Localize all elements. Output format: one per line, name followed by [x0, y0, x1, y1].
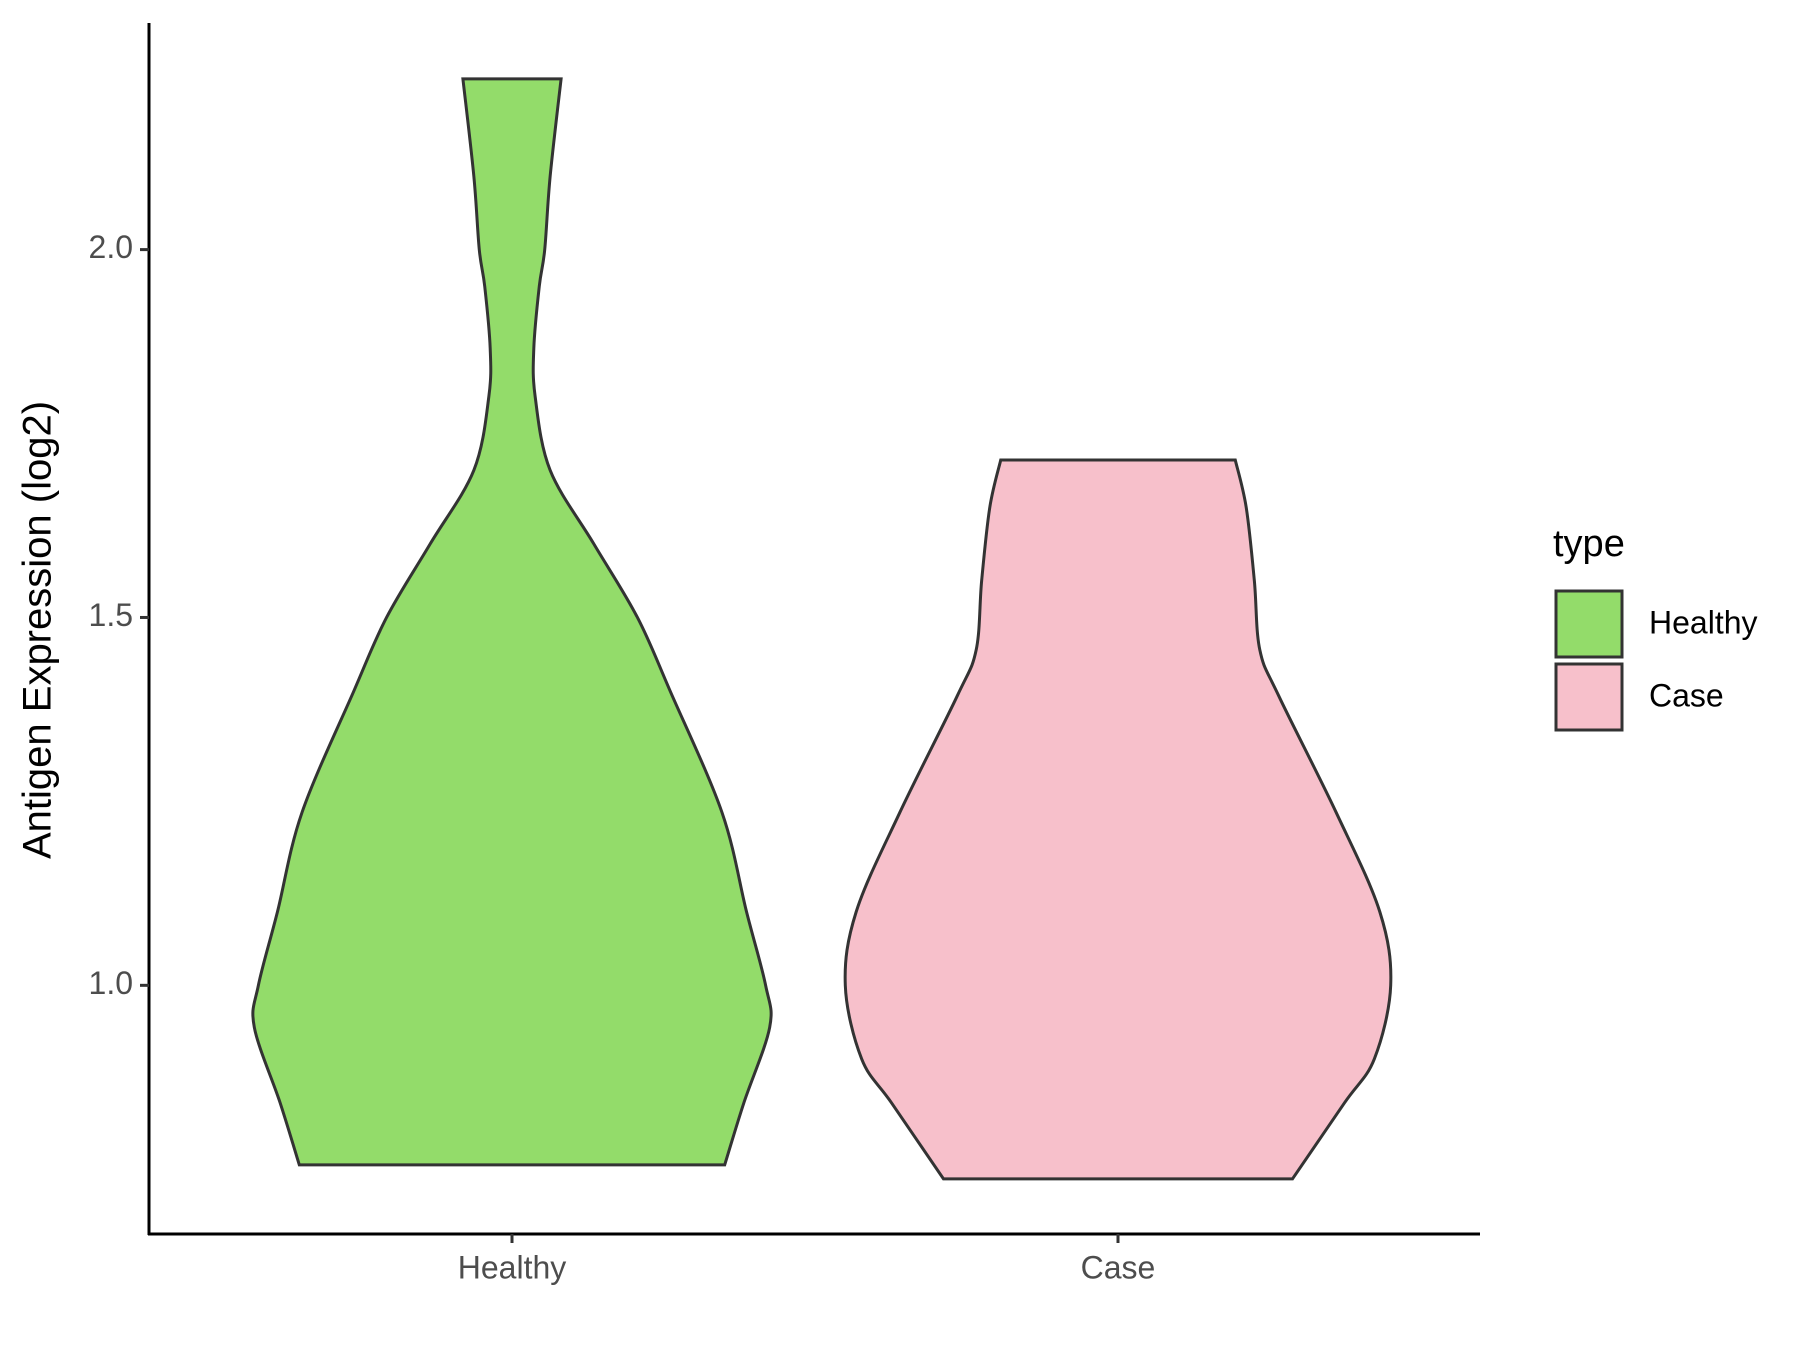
y-tick-label: 1.5: [89, 597, 133, 633]
legend-key: [1554, 662, 1624, 732]
y-axis-title: Antigen Expression (log2): [16, 401, 60, 859]
violin: [251, 77, 773, 1167]
legend-key: [1554, 589, 1624, 659]
violin: [843, 458, 1393, 1181]
y-tick-label: 2.0: [89, 229, 133, 265]
legend-title: type: [1553, 523, 1625, 565]
legend-label: Case: [1649, 677, 1724, 713]
legend-label: Healthy: [1649, 604, 1758, 640]
x-tick-label: Case: [1081, 1249, 1156, 1285]
y-tick-label: 1.0: [89, 965, 133, 1001]
x-tick-label: Healthy: [458, 1249, 567, 1285]
